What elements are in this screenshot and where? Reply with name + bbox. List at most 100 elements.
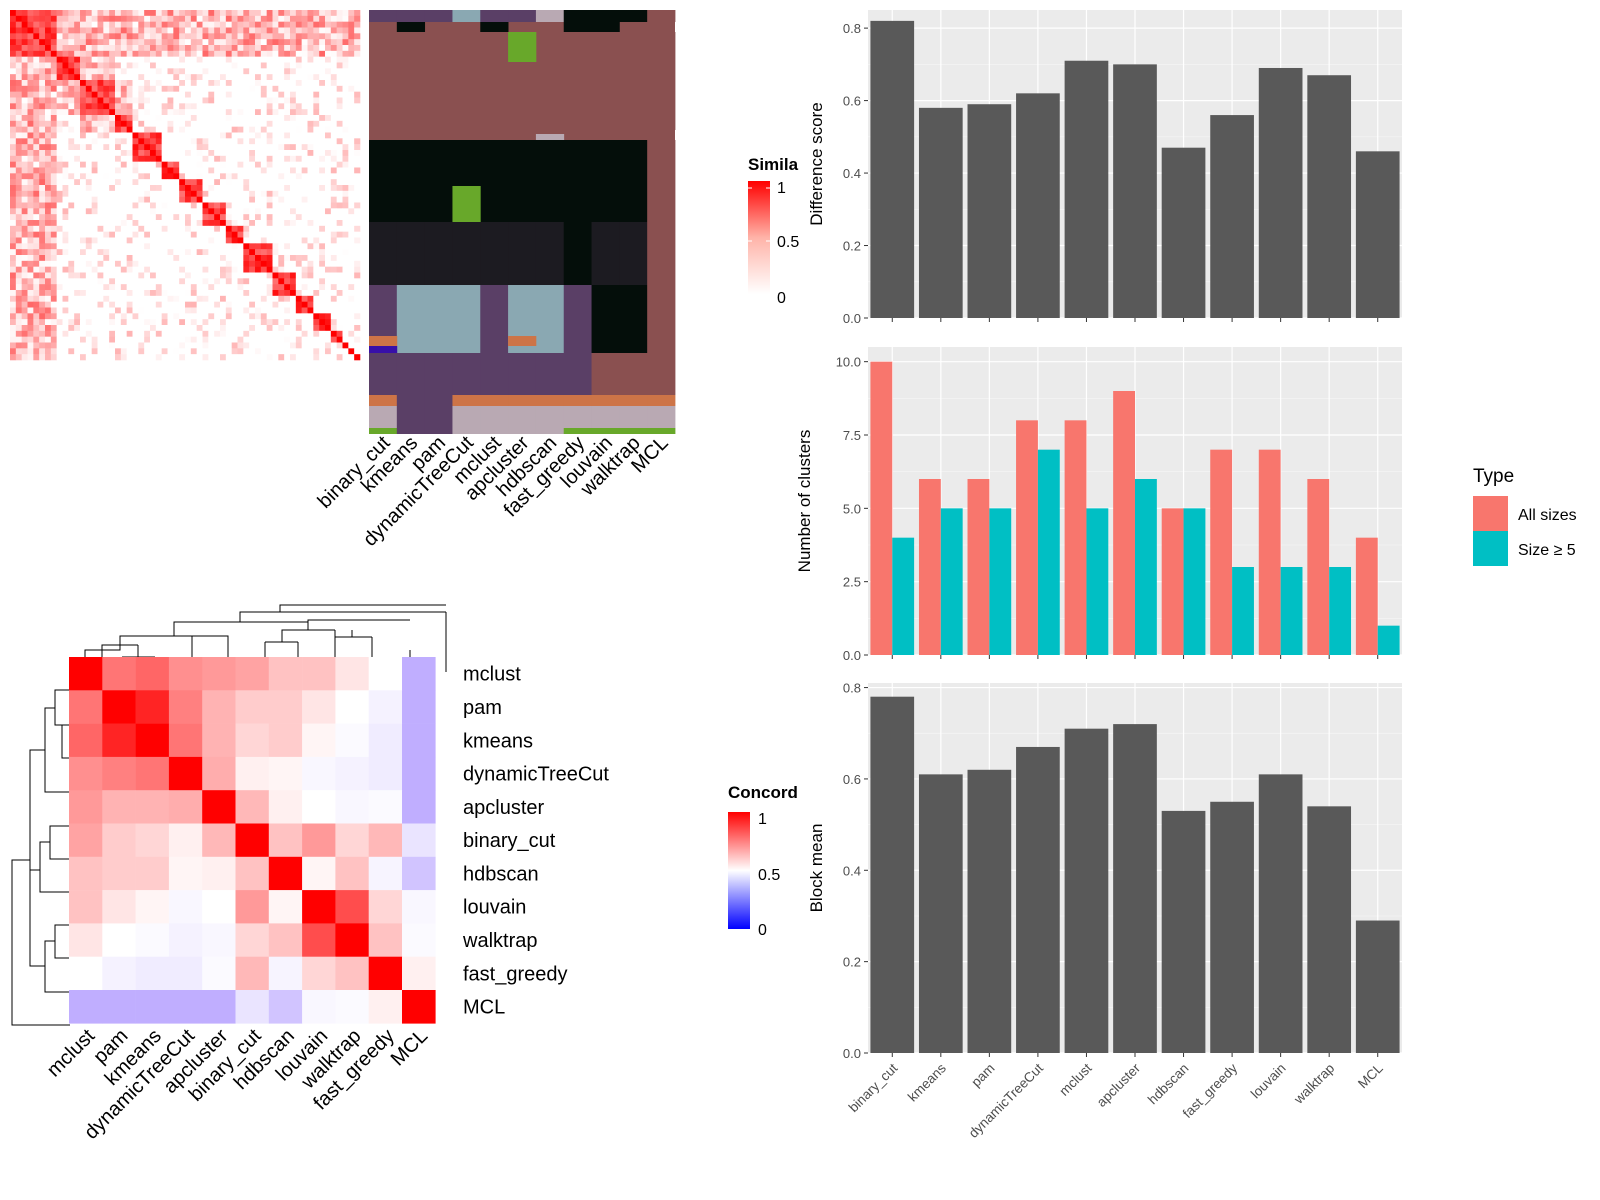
similarity-cell bbox=[220, 249, 227, 256]
similarity-cell bbox=[284, 295, 291, 302]
similarity-cell bbox=[103, 161, 110, 168]
similarity-cell bbox=[155, 10, 162, 17]
similarity-cell bbox=[85, 330, 92, 337]
similarity-cell bbox=[103, 179, 110, 186]
similarity-cell bbox=[27, 150, 34, 157]
similarity-cell bbox=[10, 290, 17, 297]
similarity-cell bbox=[27, 202, 34, 209]
similarity-cell bbox=[214, 278, 221, 285]
similarity-cell bbox=[91, 115, 98, 122]
concordance-cell bbox=[168, 690, 203, 724]
similarity-cell bbox=[272, 62, 279, 69]
concordance-cell bbox=[202, 990, 236, 1024]
similarity-cell bbox=[243, 120, 250, 127]
similarity-cell bbox=[50, 150, 57, 157]
similarity-cell bbox=[313, 231, 320, 238]
similarity-cell bbox=[56, 68, 63, 75]
similarity-cell bbox=[56, 208, 63, 215]
similarity-cell bbox=[109, 214, 116, 221]
similarity-cell bbox=[45, 185, 52, 192]
similarity-cell bbox=[185, 115, 192, 122]
similarity-cell bbox=[243, 115, 250, 122]
similarity-cell bbox=[97, 150, 104, 157]
similarity-cell bbox=[284, 144, 291, 151]
concordance-cell bbox=[168, 823, 203, 858]
similarity-cell bbox=[74, 150, 81, 157]
similarity-cell bbox=[260, 295, 267, 302]
similarity-cell bbox=[214, 284, 221, 291]
similarity-cell bbox=[33, 196, 40, 203]
similarity-cell bbox=[109, 91, 116, 98]
similarity-cell bbox=[290, 161, 297, 168]
similarity-cell bbox=[243, 237, 250, 244]
similarity-cell bbox=[313, 144, 320, 151]
similarity-cell bbox=[103, 56, 110, 63]
similarity-cell bbox=[27, 336, 34, 343]
similarity-cell bbox=[325, 173, 332, 180]
similarity-cell bbox=[85, 237, 92, 244]
similarity-cell bbox=[290, 190, 297, 197]
similarity-cell bbox=[62, 27, 69, 34]
similarity-cell bbox=[319, 91, 326, 98]
similarity-cell bbox=[301, 39, 308, 46]
similarity-cell bbox=[342, 109, 349, 116]
similarity-cell bbox=[150, 155, 157, 162]
similarity-cell bbox=[126, 249, 133, 256]
similarity-cell bbox=[202, 10, 209, 17]
similarity-cell bbox=[173, 155, 180, 162]
similarity-cell bbox=[208, 45, 215, 52]
similarity-cell bbox=[330, 97, 337, 104]
similarity-cell bbox=[348, 33, 355, 40]
similarity-cell bbox=[255, 45, 262, 52]
similarity-cell bbox=[237, 190, 244, 197]
similarity-cell bbox=[313, 155, 320, 162]
similarity-cell bbox=[109, 225, 116, 232]
similarity-cell bbox=[179, 190, 186, 197]
similarity-cell bbox=[132, 190, 139, 197]
similarity-cell bbox=[120, 144, 127, 151]
similarity-cell bbox=[21, 132, 28, 139]
similarity-cell bbox=[290, 260, 297, 267]
similarity-cell bbox=[190, 231, 197, 238]
similarity-cell bbox=[173, 74, 180, 81]
similarity-cell bbox=[301, 278, 308, 285]
similarity-cell bbox=[50, 179, 57, 186]
concordance-cell bbox=[302, 823, 336, 858]
similarity-cell bbox=[62, 231, 69, 238]
similarity-cell bbox=[284, 342, 291, 349]
similarity-cell bbox=[208, 295, 215, 302]
similarity-cell bbox=[307, 85, 314, 92]
similarity-cell bbox=[214, 91, 221, 98]
similarity-cell bbox=[255, 202, 262, 209]
similarity-cell bbox=[144, 336, 151, 343]
similarity-cell bbox=[39, 231, 46, 238]
similarity-cell bbox=[272, 68, 279, 75]
similarity-cell bbox=[120, 225, 127, 232]
concordance-row-label: binary_cut bbox=[463, 830, 556, 852]
similarity-cell bbox=[126, 342, 133, 349]
y-tick-label: 0.2 bbox=[843, 955, 861, 970]
similarity-cell bbox=[330, 243, 337, 250]
similarity-cell bbox=[208, 301, 215, 308]
similarity-cell bbox=[330, 196, 337, 203]
similarity-cell bbox=[208, 109, 215, 116]
similarity-cell bbox=[295, 126, 302, 133]
similarity-cell bbox=[21, 97, 28, 104]
similarity-cell bbox=[56, 10, 63, 17]
similarity-cell bbox=[97, 290, 104, 297]
concordance-cell bbox=[102, 923, 136, 957]
similarity-cell bbox=[10, 325, 17, 332]
similarity-cell bbox=[21, 307, 28, 314]
similarity-cell bbox=[278, 155, 285, 162]
similarity-cell bbox=[225, 103, 232, 110]
cluster-cell bbox=[535, 395, 565, 406]
similarity-cell bbox=[62, 50, 69, 57]
similarity-cell bbox=[138, 74, 145, 81]
similarity-cell bbox=[231, 307, 238, 314]
similarity-cell bbox=[15, 50, 22, 57]
similarity-cell bbox=[330, 301, 337, 308]
similarity-cell bbox=[161, 260, 168, 267]
similarity-cell bbox=[301, 161, 308, 168]
similarity-cell bbox=[138, 185, 145, 192]
similarity-cell bbox=[68, 354, 75, 361]
